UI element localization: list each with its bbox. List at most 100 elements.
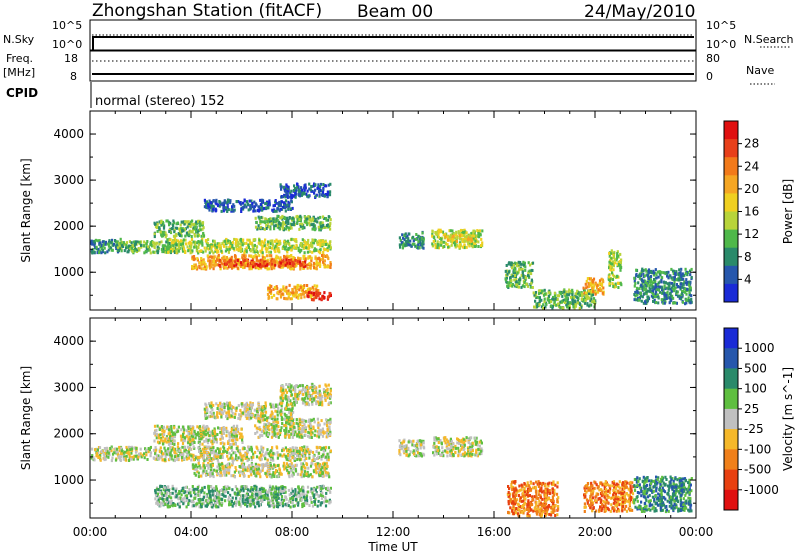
- velocity-cell: [291, 451, 294, 455]
- power-cell: [548, 289, 551, 293]
- power-cell: [295, 240, 298, 244]
- power-cell: [288, 242, 291, 245]
- velocity-cell: [95, 454, 98, 458]
- velocity-cell: [125, 445, 128, 449]
- power-cell: [329, 246, 332, 250]
- power-cell: [287, 185, 290, 189]
- velocity-cell: [246, 469, 249, 473]
- velocity-cell: [189, 443, 192, 446]
- velocity-cell: [241, 465, 244, 469]
- power-cell: [285, 199, 288, 203]
- velocity-cell: [208, 471, 211, 475]
- power-cell: [657, 270, 660, 274]
- velocity-cell: [286, 454, 290, 457]
- power-cell: [608, 260, 611, 264]
- velocity-cell: [204, 429, 207, 433]
- power-cell: [663, 293, 666, 297]
- power-cell: [273, 239, 276, 243]
- power-cell: [120, 249, 123, 253]
- velocity-cell: [188, 437, 191, 441]
- power-cell: [562, 306, 565, 310]
- power-cell: [306, 288, 309, 292]
- power-cell: [453, 236, 457, 240]
- velocity-cell: [255, 426, 258, 430]
- velocity-cell: [203, 464, 206, 468]
- power-cell: [206, 203, 210, 207]
- velocity-cell: [213, 450, 216, 454]
- power-cell: [538, 289, 541, 293]
- power-cell: [319, 262, 322, 266]
- power-cell: [448, 229, 451, 233]
- power-cell: [256, 227, 259, 231]
- power-cell: [571, 293, 574, 297]
- power-cell: [233, 208, 236, 212]
- power-cell: [241, 243, 244, 247]
- power-cell: [678, 268, 681, 272]
- velocity-cell: [234, 427, 237, 431]
- velocity-cell: [235, 469, 238, 472]
- power-cell: [654, 292, 657, 296]
- power-cell: [529, 263, 532, 267]
- velocity-cell: [319, 446, 322, 449]
- velocity-cell: [225, 470, 228, 474]
- power-cell: [265, 260, 268, 264]
- power-cell: [212, 239, 215, 243]
- power-cell: [683, 280, 686, 284]
- velocity-cell: [317, 421, 320, 425]
- power-cell: [283, 289, 286, 293]
- velocity-cell: [203, 454, 206, 457]
- velocity-cell: [153, 439, 156, 443]
- velocity-cell: [231, 442, 234, 446]
- velocity-cell: [214, 449, 217, 453]
- power-cell: [196, 257, 199, 261]
- power-cell: [434, 246, 437, 250]
- power-cell: [182, 238, 185, 242]
- velocity-cell: [225, 426, 228, 430]
- velocity-cell: [192, 453, 195, 457]
- power-cell: [261, 256, 264, 260]
- power-cell: [189, 220, 193, 224]
- power-cell: [223, 239, 226, 243]
- power-cell: [611, 271, 614, 275]
- velocity-cell: [219, 447, 222, 451]
- power-cell: [288, 283, 291, 287]
- power-cell: [253, 200, 256, 204]
- power-cell: [668, 301, 671, 305]
- velocity-cell: [305, 457, 308, 460]
- velocity-cell: [296, 472, 299, 476]
- power-cell: [511, 284, 514, 288]
- velocity-cell: [324, 445, 328, 449]
- velocity-cell: [288, 457, 291, 461]
- velocity-cell: [321, 466, 324, 470]
- power-cell: [134, 240, 137, 244]
- power-cell: [682, 282, 685, 286]
- power-cell: [252, 206, 255, 210]
- power-cell: [149, 243, 152, 247]
- power-cell: [403, 238, 406, 242]
- velocity-cell: [313, 458, 316, 462]
- velocity-cell: [254, 467, 257, 471]
- power-cell: [402, 243, 405, 247]
- power-cell: [237, 200, 240, 203]
- velocity-cell: [295, 463, 298, 467]
- power-cell: [540, 298, 543, 302]
- power-cell: [272, 204, 275, 208]
- velocity-cell: [239, 434, 242, 438]
- power-cell: [188, 233, 191, 237]
- power-cell: [551, 297, 554, 301]
- power-cell: [234, 243, 238, 247]
- power-cell: [273, 224, 276, 228]
- power-cell: [481, 229, 484, 233]
- velocity-cell: [161, 442, 165, 446]
- power-cell: [322, 225, 325, 229]
- velocity-cell: [118, 445, 121, 449]
- power-cell: [571, 296, 574, 300]
- power-cell: [415, 246, 419, 250]
- velocity-cell: [316, 434, 319, 438]
- velocity-cell: [253, 471, 256, 475]
- power-cell: [264, 238, 267, 242]
- velocity-cell: [181, 425, 185, 429]
- power-cell: [294, 191, 297, 195]
- power-cell: [166, 246, 169, 250]
- power-cell: [643, 280, 646, 284]
